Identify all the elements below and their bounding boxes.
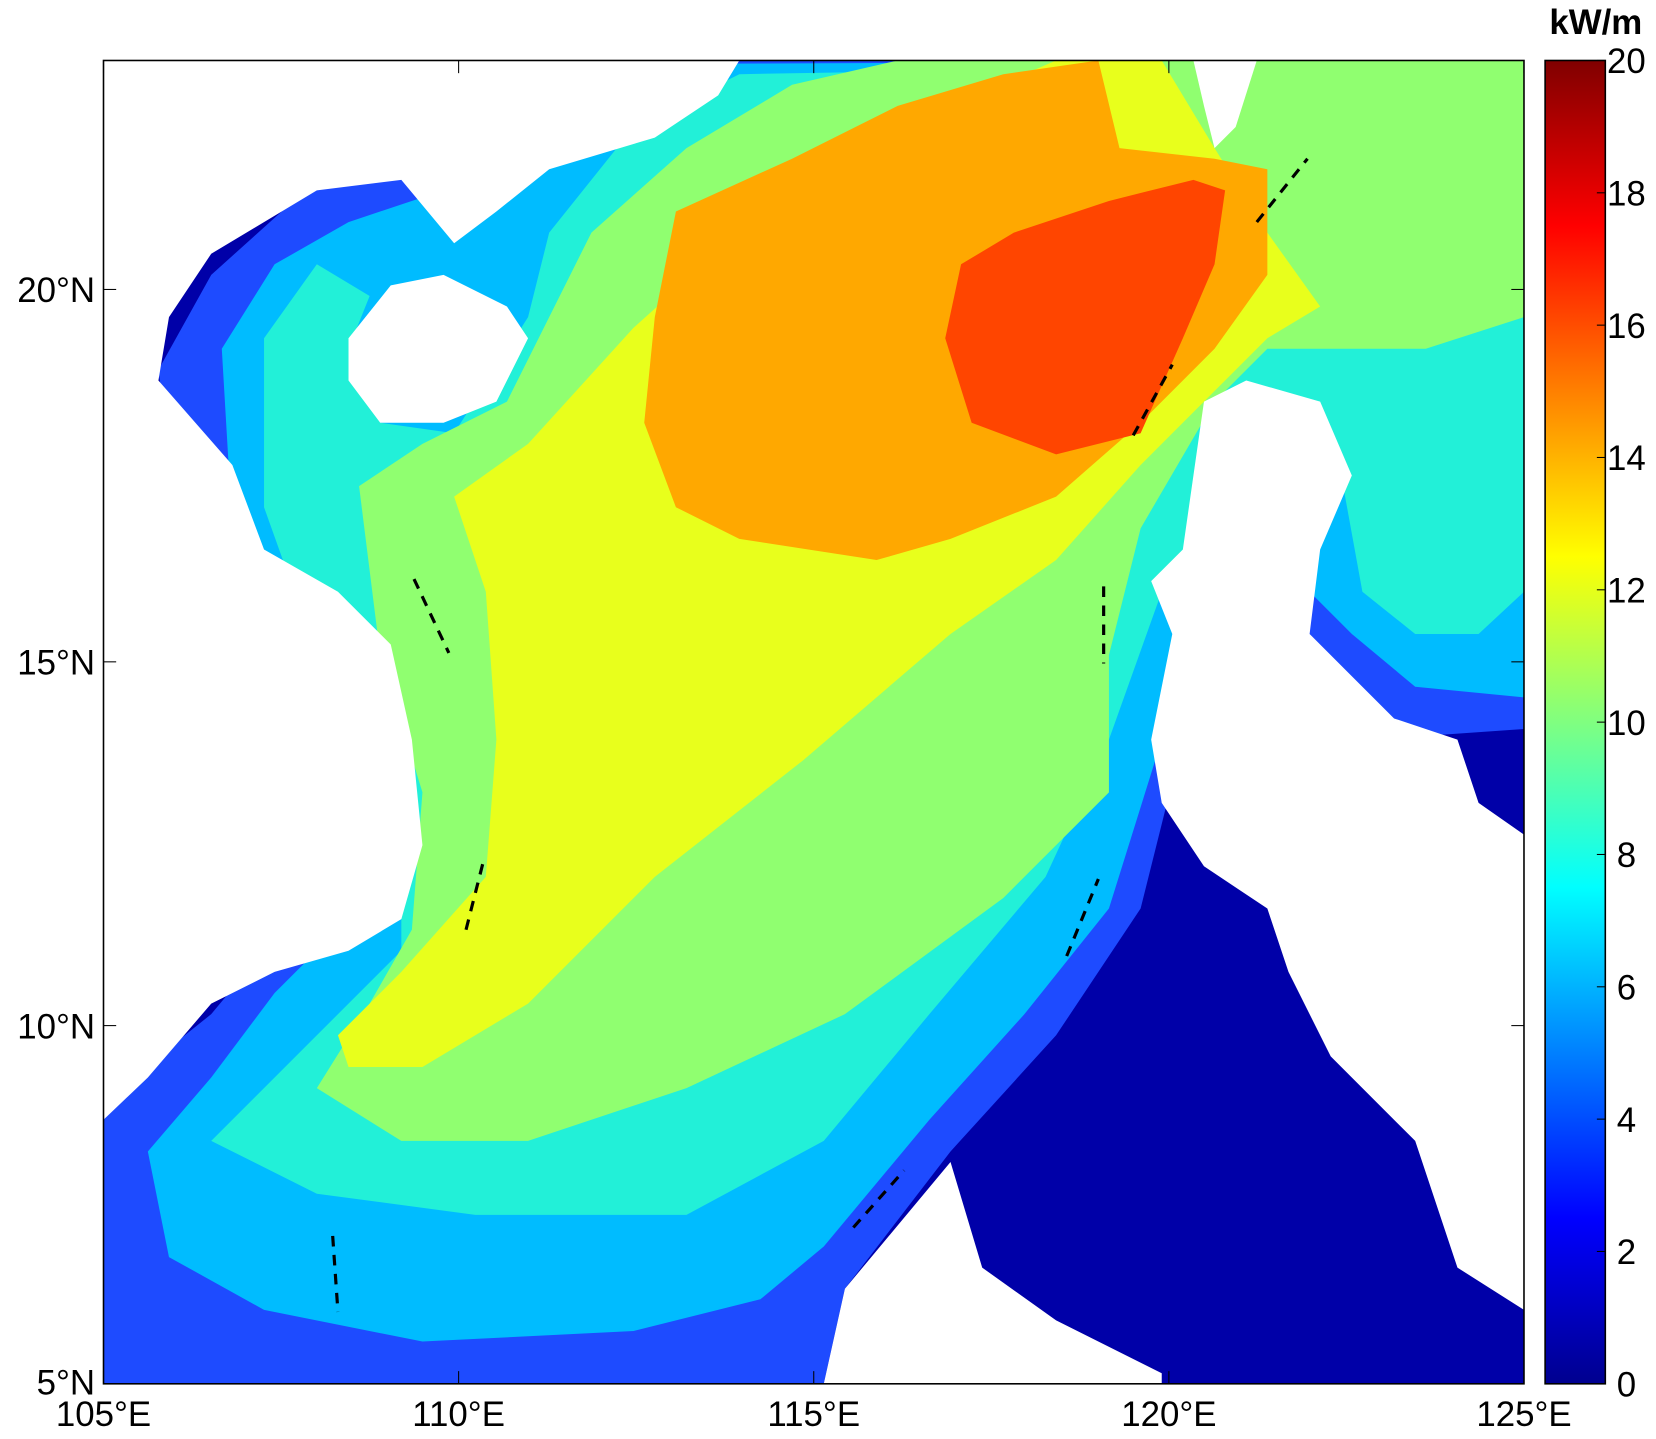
colorbar-tick-label: 14: [1607, 439, 1646, 478]
dashed-line: [852, 1169, 906, 1229]
land: [1193, 60, 1257, 149]
x-tick-label: 105°E: [56, 1395, 151, 1434]
colorbar-tick-label: 2: [1617, 1233, 1636, 1272]
map-area: [103, 60, 1524, 1384]
y-tick-label: 15°N: [17, 644, 95, 683]
colorbar-tick-label: 12: [1607, 571, 1646, 610]
x-tick-label: 115°E: [767, 1395, 860, 1434]
dashed-line: [1131, 363, 1174, 437]
colorbar-tick-label: 16: [1607, 307, 1646, 346]
dashed-line: [331, 1235, 340, 1313]
colorbar-tick-label: 0: [1617, 1365, 1636, 1404]
land: [1151, 380, 1524, 1310]
y-tick-label: 10°N: [17, 1007, 95, 1046]
contour-region: [945, 179, 1226, 455]
colorbar-tick-label: 10: [1607, 704, 1646, 743]
colorbar: [1544, 59, 1607, 1385]
colorbar-tick-label: 8: [1617, 836, 1636, 875]
land: [823, 1162, 1162, 1384]
dashed-line: [463, 863, 485, 936]
colorbar-tick-label: 4: [1617, 1101, 1636, 1140]
dashed-line: [412, 578, 451, 654]
land: [103, 60, 740, 1120]
dashed-line: [1065, 878, 1100, 957]
x-tick-label: 120°E: [1121, 1395, 1216, 1434]
y-tick-label: 5°N: [37, 1363, 95, 1402]
land: [348, 274, 529, 423]
colorbar-unit: kW/m: [1549, 3, 1642, 42]
x-tick-label: 125°E: [1476, 1395, 1571, 1434]
x-tick-label: 110°E: [412, 1395, 505, 1434]
colorbar-tick-label: 6: [1617, 968, 1636, 1007]
dashed-line: [1255, 157, 1309, 224]
colorbar-tick-label: 18: [1607, 174, 1646, 213]
colorbar-tick-label: 20: [1607, 42, 1646, 81]
y-tick-label: 20°N: [17, 271, 95, 310]
